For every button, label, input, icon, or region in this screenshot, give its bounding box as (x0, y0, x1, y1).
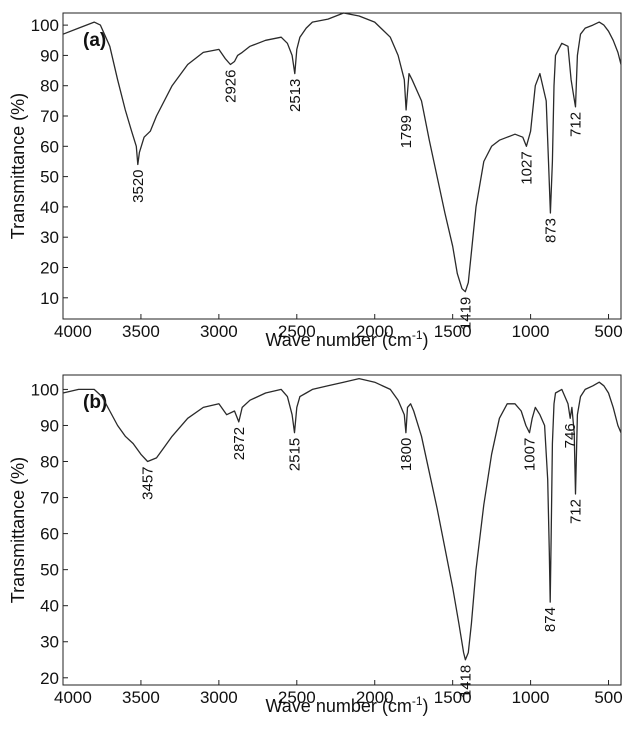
peak-label: 1007 (521, 438, 538, 471)
y-tick-label: 20 (40, 258, 59, 277)
x-tick-label: 2000 (356, 688, 394, 707)
x-tick-label: 4000 (54, 322, 92, 341)
y-tick-label: 90 (40, 416, 59, 435)
peak-label: 2872 (231, 427, 248, 460)
y-tick-label: 50 (40, 561, 59, 580)
y-tick-label: 30 (40, 228, 59, 247)
y-tick-label: 70 (40, 489, 59, 508)
x-tick-label: 1500 (434, 688, 472, 707)
peak-label: 2515 (286, 438, 303, 471)
y-tick-label: 80 (40, 77, 59, 96)
y-tick-label: 100 (31, 16, 59, 35)
peak-label: 873 (542, 218, 559, 243)
y-tick-label: 50 (40, 168, 59, 187)
peak-label: 1799 (398, 115, 415, 148)
y-tick-label: 100 (31, 380, 59, 399)
y-tick-label: 40 (40, 198, 59, 217)
y-tick-label: 60 (40, 137, 59, 156)
y-tick-label: 90 (40, 46, 59, 65)
y-tick-label: 30 (40, 633, 59, 652)
peak-label: 746 (562, 423, 579, 448)
y-tick-label: 60 (40, 525, 59, 544)
x-tick-label: 3000 (200, 688, 238, 707)
x-tick-label: 2500 (278, 688, 316, 707)
peak-label: 2513 (287, 79, 304, 112)
x-tick-label: 1500 (434, 322, 472, 341)
peak-label: 3520 (130, 169, 147, 202)
chart-panel-a: 10 20 30 40 50 60 70 80 90 100 4000 3500 3000 2500 200… (8, 12, 623, 350)
x-tick-label: 2000 (356, 322, 394, 341)
y-tick-label: 10 (40, 289, 59, 308)
peak-label: 1800 (398, 438, 415, 471)
y-axis-label: Transmittance (%) (8, 457, 28, 603)
x-axis-label: Wave number (cm-1) (265, 694, 428, 716)
x-axis-label: Wave number (cm-1) (265, 328, 428, 350)
x-tick-label: 500 (594, 688, 622, 707)
y-tick-label: 40 (40, 597, 59, 616)
peak-label: 712 (567, 499, 584, 524)
y-axis-label: Transmittance (%) (8, 93, 28, 239)
peak-label: 712 (568, 112, 585, 137)
plot-frame (62, 374, 622, 686)
x-tick-label: 1000 (512, 688, 550, 707)
spectrum-line (62, 12, 622, 293)
peak-label: 1418 (457, 665, 474, 698)
x-tick-label: 3000 (200, 322, 238, 341)
y-tick-label: 80 (40, 453, 59, 472)
spectrum-line (62, 377, 622, 661)
x-tick-label: 2500 (278, 322, 316, 341)
peak-label: 1419 (457, 297, 474, 330)
chart-panel-b: 20 30 40 50 60 70 80 90 100 4000 3500 3000 2500 2000 1… (8, 374, 623, 716)
peak-label: 2926 (222, 70, 239, 103)
peak-label: 1027 (518, 151, 535, 184)
x-tick-label: 1000 (512, 322, 550, 341)
y-tick-label: 20 (40, 669, 59, 688)
peak-label: 3457 (140, 466, 157, 499)
plot-frame (62, 12, 622, 320)
panel-label: (a) (83, 30, 106, 51)
y-tick-label: 70 (40, 107, 59, 126)
x-tick-label: 3500 (122, 322, 160, 341)
x-tick-label: 3500 (122, 688, 160, 707)
peak-label: 874 (542, 607, 559, 632)
x-tick-label: 4000 (54, 688, 92, 707)
panel-label: (b) (83, 392, 107, 413)
x-tick-label: 500 (594, 322, 622, 341)
